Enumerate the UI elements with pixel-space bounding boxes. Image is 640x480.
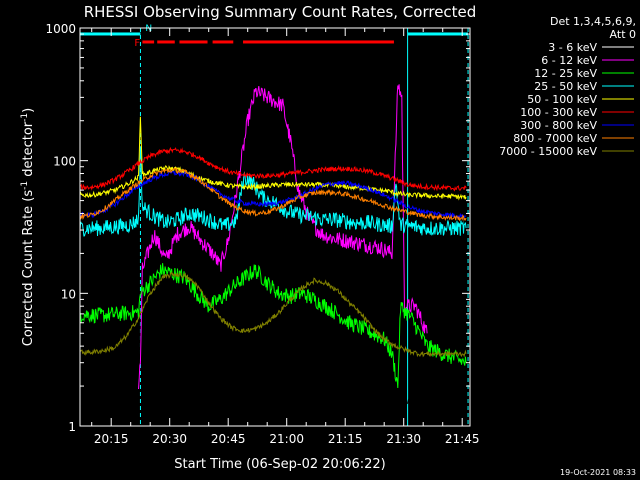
flare-interval-bar [243,40,394,44]
y-axis-label-end: ) [21,108,36,113]
chart-title: RHESSI Observing Summary Count Rates, Co… [84,3,477,21]
flare-marker-label: F [134,38,140,49]
y-axis: 1 10 100 1000 [45,22,470,434]
flare-interval-bar [157,40,175,44]
legend-entry-label: 3 - 6 keV [548,41,597,54]
plot-frame [79,27,471,427]
x-axis: 20:15 20:30 20:45 21:00 21:15 21:30 21:45 [91,28,480,446]
date-stamp: 19-Oct-2021 08:33 [560,468,636,477]
legend-entry-label: 7000 - 15000 keV [499,145,597,158]
legend-entry-label: 12 - 25 keV [534,67,597,80]
x-tick-label: 21:15 [328,432,363,446]
series-line [80,263,467,389]
night-marker-label: N [145,24,152,34]
x-tick-label: 20:30 [152,432,187,446]
y-tick-label: 1000 [45,22,76,36]
legend-entry-label: 100 - 300 keV [520,106,597,119]
legend-entry-label: 300 - 800 keV [520,119,597,132]
night-interval-bar [407,32,469,36]
y-axis-label: Corrected Count Rate (s-1 detector-1) [20,108,36,346]
plot-inner [80,28,469,426]
y-axis-label-main: Corrected Count Rate (s [21,190,36,347]
flare-interval-bar [179,40,208,44]
y-axis-label-sup2: -1 [20,113,30,122]
series-line [80,146,467,237]
flare-interval-bar [212,40,234,44]
x-axis-label: Start Time (06-Sep-02 20:06:22) [174,457,385,472]
series-line [138,84,428,390]
y-tick-label: 100 [53,155,76,169]
series-line [80,271,467,358]
plot-area: FN [80,24,469,426]
flare-interval-bar [142,40,155,44]
legend-entry-label: 6 - 12 keV [541,54,597,67]
y-tick-label: 10 [61,287,76,301]
y-tick-label: 1 [68,420,76,434]
x-tick-label: 21:45 [445,432,480,446]
legend-header-1: Det 1,3,4,5,6,9, [550,15,636,28]
series-line [80,167,467,222]
legend-header-2: Att 0 [610,28,636,41]
x-tick-label: 21:30 [386,432,421,446]
legend-entry-label: 50 - 100 keV [527,93,597,106]
series-line [80,170,467,220]
legend-entry-label: 800 - 7000 keV [513,132,597,145]
y-axis-label-mid: detector [21,121,36,181]
legend-entry-label: 25 - 50 keV [534,80,597,93]
x-tick-label: 20:45 [211,432,246,446]
x-tick-label: 21:00 [269,432,304,446]
series-line [80,146,467,192]
series-line [80,116,467,201]
x-tick-label: 20:15 [94,432,129,446]
y-axis-label-sup1: -1 [20,181,30,190]
night-interval-bar [80,32,141,36]
